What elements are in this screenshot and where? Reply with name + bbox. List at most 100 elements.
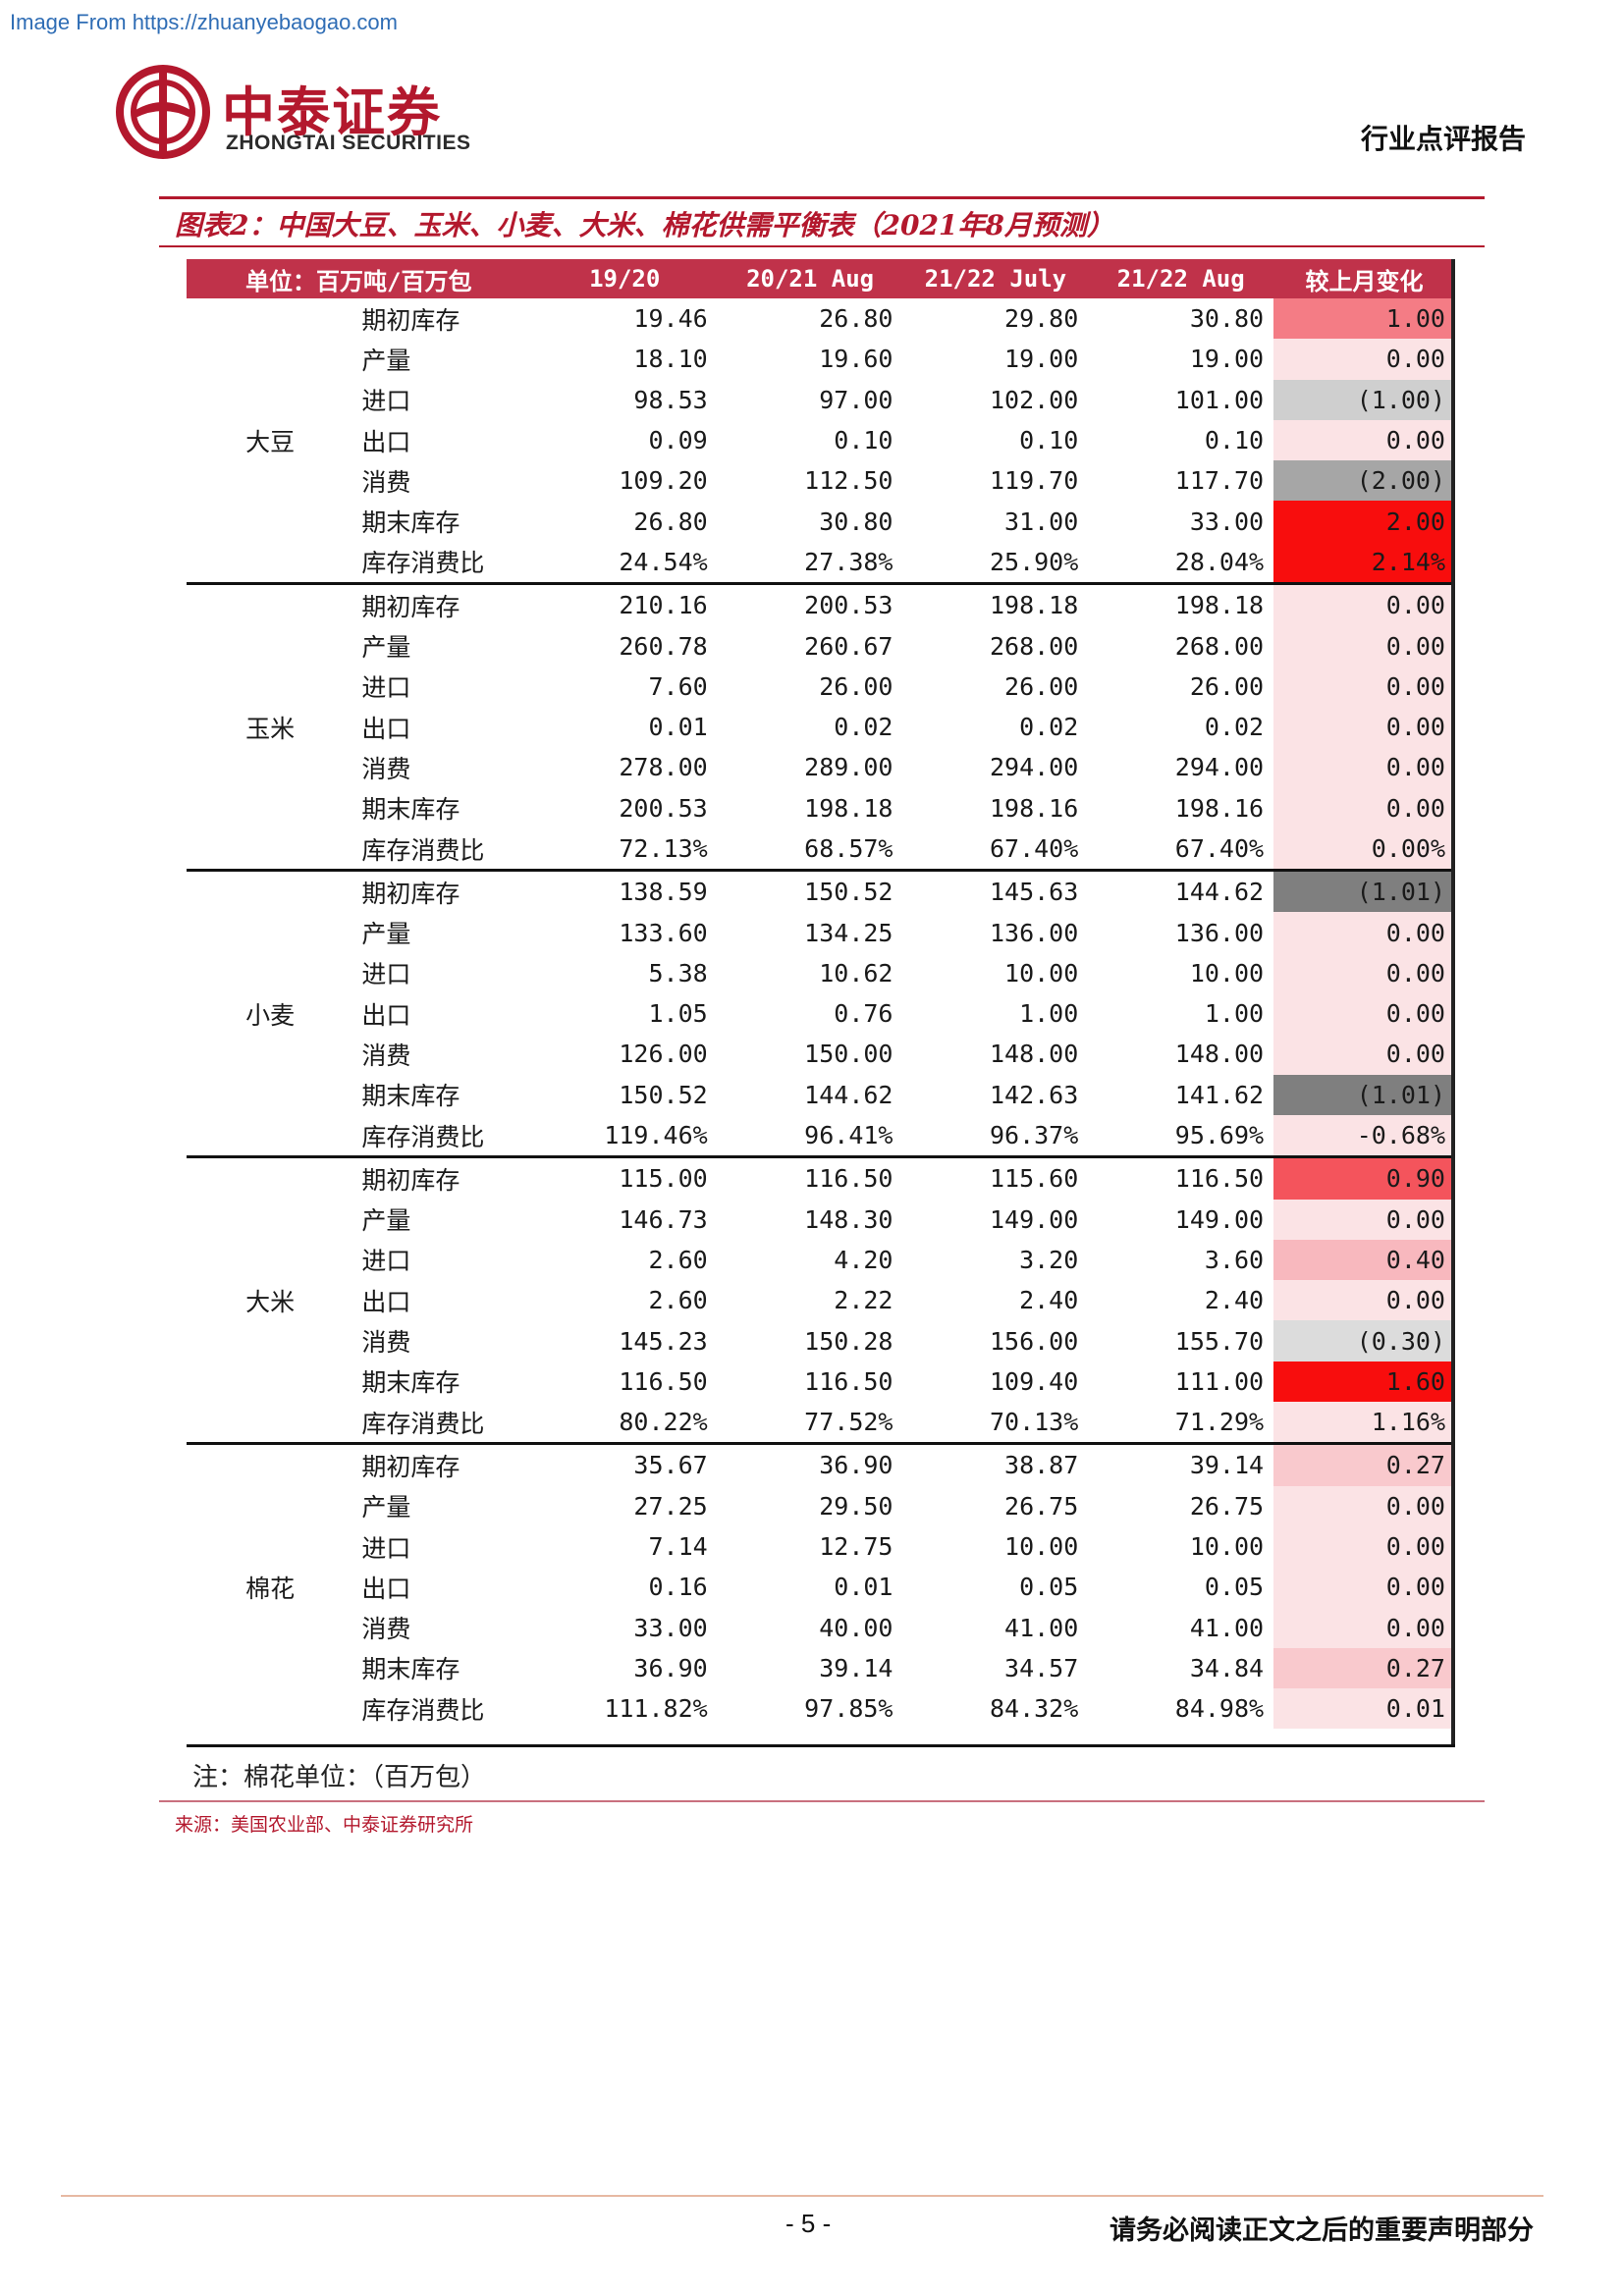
footer-rule [61, 2195, 1543, 2197]
value-cell: 0.02 [1019, 713, 1079, 742]
source-text: 来源：美国农业部、中泰证券研究所 [175, 1814, 474, 1836]
value-cell: 156.00 [989, 1326, 1079, 1356]
value-cell: 155.70 [1174, 1326, 1265, 1356]
change-cell: 0.00 [1273, 1607, 1455, 1648]
title-rule [159, 245, 1485, 247]
value-cell: 71.29% [1174, 1408, 1265, 1437]
value-cell: 30.80 [1189, 304, 1265, 334]
row-item-label: 库存消费比 [361, 1695, 485, 1725]
change-cell: (2.00) [1273, 460, 1455, 502]
table-row: 库存消费比 80.22% 77.52% 70.13% 71.29% 1.16% [187, 1402, 1455, 1444]
table-row: 产量 133.60 134.25 136.00 136.00 0.00 [187, 912, 1455, 953]
supply-demand-table: 单位：百万吨/百万包 19/20 20/21 Aug 21/22 July 21… [187, 259, 1455, 1730]
change-cell: 0.00 [1273, 952, 1455, 994]
value-cell: 10.62 [819, 958, 893, 988]
value-cell: 3.60 [1204, 1245, 1265, 1274]
value-cell: 146.73 [619, 1204, 708, 1234]
value-cell: 144.62 [1088, 869, 1274, 913]
value-cell: 111.00 [1174, 1366, 1265, 1396]
brand-name-cn: 中泰证券 [222, 81, 442, 143]
value-cell: 116.50 [1088, 1155, 1274, 1200]
table-row: 出口 0.16 0.01 0.05 0.05 0.00 [187, 1567, 1455, 1608]
value-cell: 4.20 [834, 1245, 893, 1274]
change-cell: 0.00 [1273, 625, 1455, 667]
value-cell: 144.62 [804, 1080, 893, 1109]
group-label: 大米 [187, 1155, 354, 1444]
value-cell: 150.52 [619, 1080, 708, 1109]
change-cell: 0.00 [1273, 912, 1455, 953]
row-item-label: 期初库存 [353, 1442, 532, 1486]
value-cell: 41.00 [1189, 1613, 1265, 1642]
change-cell: 0.01 [1273, 1688, 1455, 1730]
table-row: 大米 期初库存 115.00 116.50 115.60 116.50 0.90 [187, 1155, 1455, 1444]
table-row: 小麦 期初库存 138.59 150.52 145.63 144.62 (1.01) [187, 869, 1455, 1157]
value-cell: 198.18 [902, 582, 1089, 626]
header-unit: 单位：百万吨/百万包 [187, 259, 532, 298]
logo-emblem-icon [116, 65, 210, 159]
table-row: 库存消费比 119.46% 96.41% 96.37% 95.69% -0.68% [187, 1114, 1455, 1157]
value-cell: 77.52% [804, 1408, 893, 1437]
change-cell: 0.00 [1273, 1525, 1455, 1568]
value-cell: 2.40 [1019, 1286, 1079, 1315]
change-cell: 0.00 [1273, 666, 1455, 707]
value-cell: 27.38% [804, 547, 893, 576]
row-item-label: 期末库存 [361, 795, 460, 825]
table-row: 产量 146.73 148.30 149.00 149.00 0.00 [187, 1199, 1455, 1240]
change-cell: 0.00 [1273, 582, 1455, 626]
brand-name-en: ZHONGTAI SECURITIES [226, 132, 471, 154]
value-cell: 31.00 [1004, 507, 1079, 536]
header-rule [159, 196, 1485, 199]
value-cell: 97.85% [804, 1694, 893, 1724]
value-cell: 19.60 [819, 345, 893, 374]
value-cell: 26.00 [1004, 671, 1079, 701]
value-cell: 40.00 [819, 1613, 893, 1642]
company-logo: 中泰证券 ZHONGTAI SECURITIES [116, 61, 528, 169]
header-col-2122-july: 21/22 July [902, 259, 1089, 298]
table-row: 消费 126.00 150.00 148.00 148.00 0.00 [187, 1034, 1455, 1075]
change-cell: 0.00 [1273, 1485, 1455, 1526]
value-cell: 101.00 [1174, 385, 1265, 414]
source-rule [159, 1800, 1485, 1802]
value-cell: 7.60 [648, 671, 708, 701]
value-cell: 7.14 [648, 1532, 708, 1562]
row-item-label: 期初库存 [361, 305, 460, 335]
value-cell: 97.00 [819, 385, 893, 414]
change-cell: 0.00 [1273, 1280, 1455, 1321]
value-cell: 294.00 [1174, 753, 1265, 782]
header-col-2021-aug: 20/21 Aug [717, 259, 903, 298]
row-item-label: 进口 [361, 960, 411, 989]
value-cell: 0.10 [834, 426, 893, 455]
value-cell: 95.69% [1174, 1121, 1265, 1150]
value-cell: 0.01 [648, 713, 708, 742]
value-cell: 119.46% [604, 1121, 708, 1150]
value-cell: 136.00 [1174, 918, 1265, 947]
row-item-label: 库存消费比 [361, 1409, 485, 1438]
value-cell: 72.13% [619, 834, 708, 863]
value-cell: 289.00 [804, 753, 893, 782]
row-item-label: 期初库存 [353, 1155, 532, 1200]
table-row: 出口 0.01 0.02 0.02 0.02 0.00 [187, 706, 1455, 748]
table-row: 出口 0.09 0.10 0.10 0.10 0.00 [187, 419, 1455, 461]
value-cell: 38.87 [902, 1442, 1089, 1486]
value-cell: 0.76 [834, 999, 893, 1029]
table-row: 产量 27.25 29.50 26.75 26.75 0.00 [187, 1485, 1455, 1526]
value-cell: 141.62 [1174, 1080, 1265, 1109]
header-col-2122-aug: 21/22 Aug [1088, 259, 1274, 298]
table-row: 玉米 期初库存 210.16 200.53 198.18 198.18 0.00 [187, 582, 1455, 871]
value-cell: 115.00 [531, 1155, 718, 1200]
value-cell: 34.57 [1004, 1653, 1079, 1682]
value-cell: 260.67 [804, 631, 893, 661]
value-cell: 0.10 [1204, 426, 1265, 455]
value-cell: 136.00 [989, 918, 1079, 947]
row-item-label: 期末库存 [361, 1082, 460, 1111]
row-item-label: 消费 [361, 754, 411, 783]
value-cell: 84.32% [989, 1694, 1079, 1724]
table-row: 消费 278.00 289.00 294.00 294.00 0.00 [187, 747, 1455, 788]
row-item-label: 产量 [361, 346, 411, 375]
row-item-label: 库存消费比 [361, 549, 485, 578]
table-note: 注：棉花单位：（百万包） [192, 1763, 487, 1792]
value-cell: 149.00 [1174, 1204, 1265, 1234]
disclaimer-text: 请务必阅读正文之后的重要声明部分 [1110, 2216, 1534, 2246]
value-cell: 67.40% [1174, 834, 1265, 863]
value-cell: 96.41% [804, 1121, 893, 1150]
